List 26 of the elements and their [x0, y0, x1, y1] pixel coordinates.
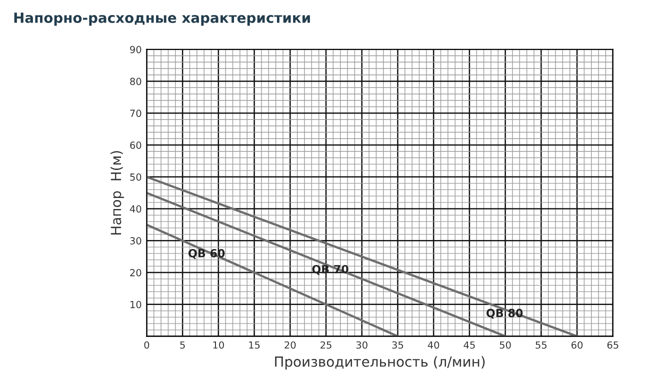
x-tick-label: 45 — [464, 341, 475, 349]
x-tick-label: 35 — [392, 341, 404, 349]
x-tick-label: 55 — [536, 341, 546, 349]
x-tick-label: 20 — [284, 341, 296, 349]
y-tick-label: 10 — [130, 300, 142, 308]
x-tick-label: 30 — [356, 341, 368, 349]
x-tick-label: 10 — [213, 341, 224, 349]
x-tick-label: 65 — [607, 341, 618, 349]
y-tick-label: 20 — [130, 269, 142, 276]
x-tick-label: 0 — [144, 341, 150, 349]
y-tick-label: 70 — [130, 110, 142, 117]
x-tick-label: 25 — [320, 341, 332, 349]
y-tick-label: 60 — [130, 142, 142, 149]
y-tick-label: 40 — [130, 205, 142, 213]
y-tick-label: 90 — [130, 46, 142, 54]
y-tick-label: 80 — [130, 78, 142, 86]
x-tick-label: 15 — [249, 341, 260, 349]
x-axis-title: Производительность (л/мин) — [275, 356, 485, 370]
x-tick-label: 50 — [500, 341, 511, 349]
y-tick-label: 30 — [130, 237, 142, 244]
chart-title: Напорно-расходные характеристики — [14, 12, 310, 26]
x-tick-label: 40 — [428, 341, 440, 349]
y-tick-label: 50 — [130, 173, 142, 181]
x-tick-label: 60 — [572, 341, 583, 349]
y-axis-title: Напор H(м) — [110, 151, 124, 234]
x-tick-label: 5 — [180, 341, 185, 349]
